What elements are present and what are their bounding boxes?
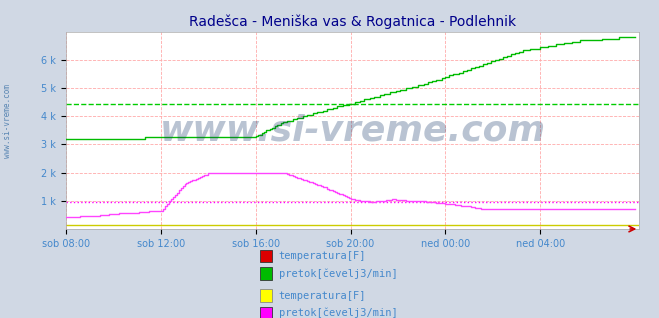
Text: temperatura[F]: temperatura[F] [279,251,366,261]
Text: pretok[čevelj3/min]: pretok[čevelj3/min] [279,268,397,279]
Text: www.si-vreme.com: www.si-vreme.com [159,114,546,147]
Text: temperatura[F]: temperatura[F] [279,291,366,301]
Text: www.si-vreme.com: www.si-vreme.com [3,84,13,158]
Text: pretok[čevelj3/min]: pretok[čevelj3/min] [279,308,397,318]
Title: Radešca - Meniška vas & Rogatnica - Podlehnik: Radešca - Meniška vas & Rogatnica - Podl… [189,15,516,29]
